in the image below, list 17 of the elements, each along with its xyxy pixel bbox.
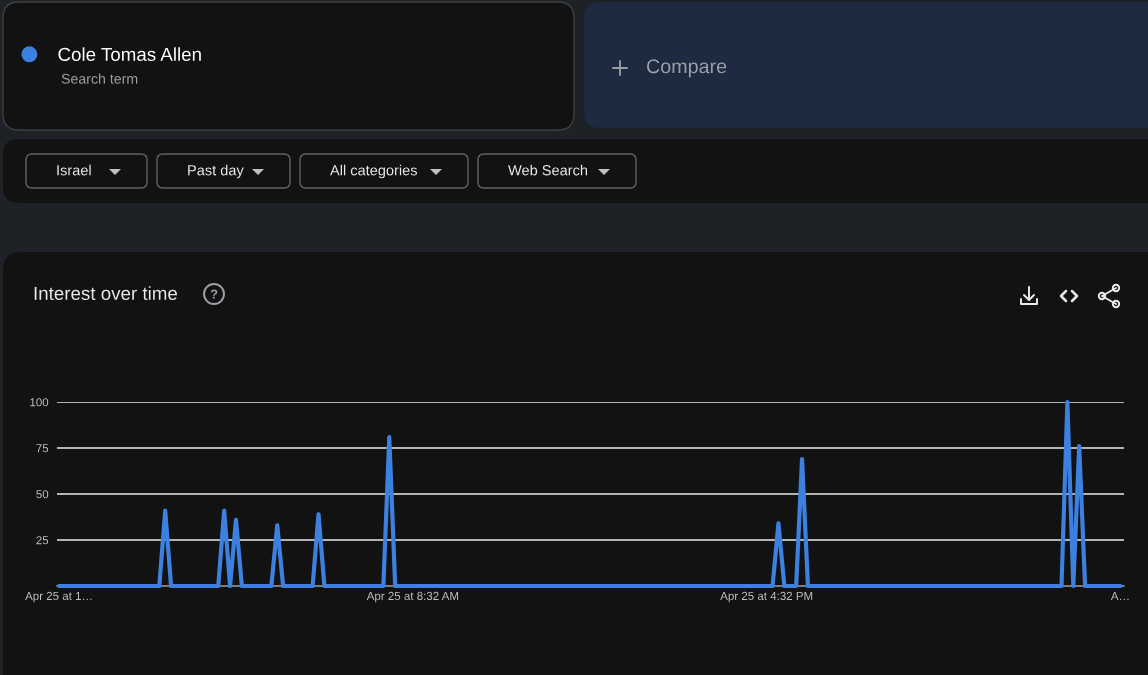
y-tick-label: 25: [36, 536, 49, 545]
x-tick-label: Apr 25 at 1…: [25, 591, 92, 603]
text: Past day: [188, 164, 244, 179]
legend-label: Cole Tomas Allen: [58, 47, 201, 62]
text: Search term: [61, 73, 138, 84]
x-tick-label: Apr 25 at 4:32 PM: [720, 591, 813, 603]
x-tick-label: Apr 25 at 8:32 AM: [366, 591, 459, 603]
line-series: [56, 399, 1123, 589]
text: Web Search: [508, 164, 588, 176]
text: Israel: [57, 164, 91, 176]
y-tick-label: 50: [36, 490, 49, 499]
y-tick-label: 75: [36, 444, 49, 453]
chart-title: Interest over time: [34, 286, 178, 301]
y-tick-label: 100: [30, 398, 49, 407]
text: All categories: [330, 164, 418, 179]
text: Compare: [647, 59, 727, 78]
x-tick-label: A…: [1110, 591, 1129, 600]
